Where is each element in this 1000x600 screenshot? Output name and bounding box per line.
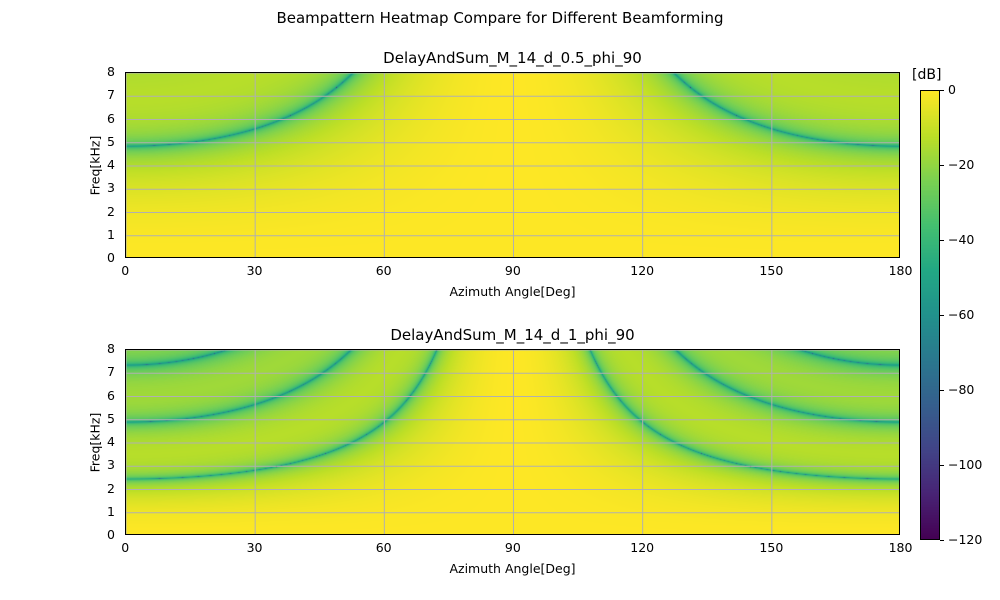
colorbar-tick-mark: [940, 314, 944, 316]
panel-1-ylabel: Freq[kHz]: [87, 135, 103, 196]
x-tick-label: 150: [759, 540, 784, 555]
y-tick-label: 2: [107, 480, 115, 496]
colorbar-tick-mark: [940, 89, 944, 91]
colorbar-tick-label: −60: [948, 307, 975, 322]
colorbar-tick-label: −80: [948, 382, 975, 397]
colorbar-tick-mark: [940, 464, 944, 466]
y-tick-label: 7: [107, 364, 115, 380]
colorbar: [920, 90, 940, 540]
panel-2-xlabel: Azimuth Angle[Deg]: [449, 561, 576, 576]
panel-1-xlabel: Azimuth Angle[Deg]: [449, 284, 576, 299]
panel-2-ylabel: Freq[kHz]: [87, 412, 103, 473]
y-tick-label: 5: [107, 133, 115, 149]
x-tick-label: 180: [888, 263, 913, 278]
colorbar-tick-mark: [940, 539, 944, 541]
heatmap-2-grid: [126, 350, 899, 534]
heatmap-1-grid: [126, 73, 899, 257]
colorbar-label: [dB]: [912, 67, 942, 83]
x-tick-label: 180: [888, 540, 913, 555]
x-tick-label: 120: [630, 263, 655, 278]
y-tick-label: 1: [107, 503, 115, 519]
y-tick-label: 4: [107, 434, 115, 449]
y-tick-label: 1: [107, 226, 115, 242]
colorbar-tick-label: −100: [948, 457, 983, 472]
heatmap-plot-1: [125, 72, 900, 258]
y-tick-label: 0: [107, 527, 115, 542]
x-tick-label: 0: [121, 540, 130, 555]
x-tick-label: 60: [375, 263, 392, 278]
figure-title: Beampattern Heatmap Compare for Differen…: [276, 9, 724, 27]
y-tick-label: 8: [107, 341, 115, 356]
x-tick-label: 0: [121, 263, 130, 278]
colorbar-tick-label: −20: [948, 157, 975, 172]
x-tick-label: 60: [375, 540, 392, 555]
x-tick-label: 90: [504, 263, 521, 278]
x-tick-label: 150: [759, 263, 784, 278]
y-tick-label: 8: [107, 64, 115, 79]
colorbar-tick-mark: [940, 164, 944, 166]
colorbar-tick-label: −40: [948, 232, 975, 247]
panel-1-title: DelayAndSum_M_14_d_0.5_phi_90: [383, 49, 642, 67]
y-tick-label: 3: [107, 457, 115, 473]
y-tick-label: 6: [107, 110, 115, 126]
colorbar-gradient: [921, 91, 939, 539]
y-tick-label: 7: [107, 87, 115, 103]
x-tick-label: 30: [246, 540, 263, 555]
colorbar-tick-mark: [940, 239, 944, 241]
y-tick-label: 3: [107, 180, 115, 196]
panel-2-title: DelayAndSum_M_14_d_1_phi_90: [390, 326, 635, 344]
y-tick-label: 6: [107, 387, 115, 403]
x-tick-label: 30: [246, 263, 263, 278]
y-tick-label: 5: [107, 410, 115, 426]
y-tick-label: 0: [107, 250, 115, 265]
x-tick-label: 90: [504, 540, 521, 555]
y-tick-label: 2: [107, 203, 115, 219]
colorbar-tick-label: −120: [948, 532, 983, 547]
heatmap-plot-2: [125, 349, 900, 535]
y-tick-label: 4: [107, 157, 115, 172]
colorbar-tick-label: 0: [948, 82, 956, 97]
x-tick-label: 120: [630, 540, 655, 555]
colorbar-tick-mark: [940, 389, 944, 391]
